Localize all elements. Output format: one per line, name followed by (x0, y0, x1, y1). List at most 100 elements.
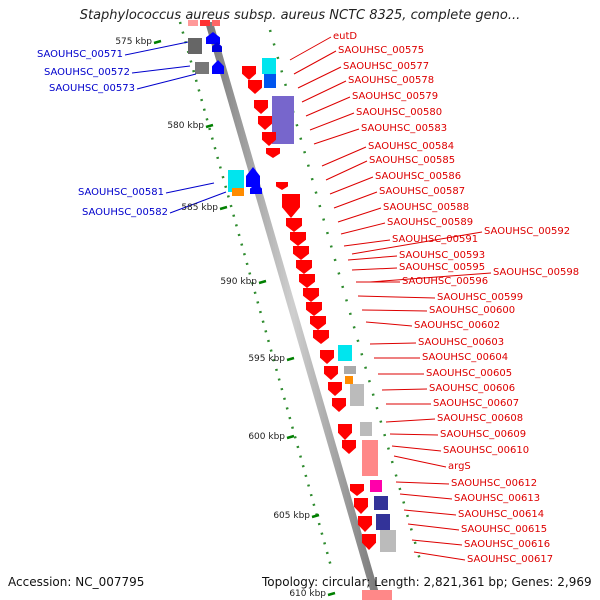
gene-label-right[interactable]: SAOUHSC_00586 (375, 171, 462, 182)
gene-label-right[interactable]: SAOUHSC_00610 (443, 445, 530, 456)
gene-feature[interactable] (345, 376, 353, 384)
gene-arrow[interactable] (276, 182, 288, 190)
gene-arrow[interactable] (286, 218, 302, 232)
gene-arrow[interactable] (266, 148, 280, 158)
gene-label-right[interactable]: SAOUHSC_00593 (399, 250, 486, 261)
gene-arrow[interactable] (332, 398, 346, 412)
gene-feature[interactable] (188, 38, 202, 54)
gene-arrow[interactable] (246, 167, 260, 187)
gene-label-right[interactable]: SAOUHSC_00598 (493, 267, 580, 278)
gene-feature[interactable] (370, 480, 382, 492)
gene-label-right[interactable]: SAOUHSC_00605 (426, 368, 513, 379)
gene-label-right[interactable]: SAOUHSC_00591 (392, 234, 479, 245)
gene-arrow[interactable] (242, 66, 256, 80)
gene-label-right[interactable]: SAOUHSC_00604 (422, 352, 509, 363)
summary-text: Topology: circular; Length: 2,821,361 bp… (262, 575, 592, 589)
gene-label-right[interactable]: SAOUHSC_00596 (402, 276, 489, 287)
gene-label-right[interactable]: SAOUHSC_00608 (437, 413, 524, 424)
gene-arrow[interactable] (342, 440, 356, 454)
gene-arrow[interactable] (212, 60, 224, 74)
gene-label-right[interactable]: argS (448, 461, 471, 472)
gene-label-left[interactable]: SAOUHSC_00573 (48, 83, 135, 94)
gene-label-right[interactable]: SAOUHSC_00588 (383, 202, 470, 213)
gene-label-right[interactable]: SAOUHSC_00615 (461, 524, 548, 535)
gene-arrow[interactable] (258, 116, 272, 130)
gene-feature[interactable] (262, 58, 276, 74)
gene-feature[interactable] (362, 440, 378, 476)
gene-arrow[interactable] (328, 382, 342, 396)
gene-arrow[interactable] (324, 366, 338, 380)
gene-arrow[interactable] (299, 274, 315, 288)
gene-label-left[interactable]: SAOUHSC_00571 (36, 49, 123, 60)
gene-label-left[interactable]: SAOUHSC_00581 (77, 187, 164, 198)
gene-arrow[interactable] (262, 132, 276, 146)
leader-line (389, 433, 439, 436)
leader-line (357, 295, 436, 299)
gene-feature[interactable] (360, 422, 372, 436)
gene-label-right[interactable]: SAOUHSC_00575 (338, 45, 425, 56)
gene-feature[interactable] (195, 62, 209, 74)
gene-arrow[interactable] (250, 184, 262, 194)
gene-label-right[interactable]: SAOUHSC_00585 (369, 155, 456, 166)
gene-label-left[interactable]: SAOUHSC_00572 (43, 67, 130, 78)
gene-label-right[interactable]: SAOUHSC_00614 (458, 509, 545, 520)
gene-label-right[interactable]: SAOUHSC_00592 (484, 226, 571, 237)
gene-arrow[interactable] (362, 534, 376, 550)
gene-arrow[interactable] (212, 42, 222, 52)
gene-arrow[interactable] (306, 302, 322, 316)
gene-label-right[interactable]: SAOUHSC_00587 (379, 186, 466, 197)
gene-label-left[interactable]: SAOUHSC_00582 (81, 207, 168, 218)
gene-label-right[interactable]: SAOUHSC_00577 (343, 61, 430, 72)
gene-label-right[interactable]: SAOUHSC_00607 (433, 398, 520, 409)
gene-label-right[interactable]: SAOUHSC_00595 (399, 262, 486, 273)
gene-label-right[interactable]: SAOUHSC_00603 (418, 337, 505, 348)
gene-label-right[interactable]: SAOUHSC_00600 (429, 305, 516, 316)
gene-label-right[interactable]: SAOUHSC_00579 (352, 91, 439, 102)
gene-arrow[interactable] (282, 194, 300, 218)
gene-feature[interactable] (338, 345, 352, 361)
gene-label-right[interactable]: SAOUHSC_00616 (464, 539, 551, 550)
gene-arrow[interactable] (290, 232, 306, 246)
gene-label-right[interactable]: eutD (333, 31, 358, 42)
leader-line (124, 41, 189, 56)
gene-label-right[interactable]: SAOUHSC_00612 (451, 478, 538, 489)
gene-feature[interactable] (232, 188, 244, 196)
gene-feature[interactable] (264, 74, 276, 88)
gene-label-right[interactable]: SAOUHSC_00617 (467, 554, 554, 565)
gene-label-right[interactable]: SAOUHSC_00606 (429, 383, 516, 394)
leader-line (165, 182, 215, 194)
gene-feature[interactable] (272, 96, 294, 144)
gene-arrow[interactable] (206, 32, 220, 44)
gene-feature[interactable] (350, 384, 364, 406)
gene-label-right[interactable]: SAOUHSC_00584 (368, 141, 455, 152)
gene-arrow[interactable] (296, 260, 312, 274)
gene-label-right[interactable]: SAOUHSC_00613 (454, 493, 541, 504)
gene-label-right[interactable]: SAOUHSC_00602 (414, 320, 501, 331)
gene-arrow[interactable] (254, 100, 268, 114)
gene-arrow[interactable] (320, 350, 334, 364)
gene-label-right[interactable]: SAOUHSC_00578 (348, 75, 435, 86)
gene-arrow[interactable] (354, 498, 368, 514)
gene-arrow[interactable] (350, 484, 364, 496)
gene-label-right[interactable]: SAOUHSC_00589 (387, 217, 474, 228)
gene-arrow[interactable] (338, 424, 352, 440)
gene-arrow[interactable] (293, 246, 309, 260)
scale-tick (286, 434, 295, 440)
gene-feature[interactable] (344, 366, 356, 374)
gene-arrow[interactable] (310, 316, 326, 330)
gene-feature[interactable] (374, 496, 388, 510)
gene-feature[interactable] (380, 530, 396, 552)
gene-arrow[interactable] (358, 516, 372, 532)
gene-label-right[interactable]: SAOUHSC_00580 (356, 107, 443, 118)
gene-label-right[interactable]: SAOUHSC_00609 (440, 429, 527, 440)
gene-arrow[interactable] (248, 80, 262, 94)
gene-label-right[interactable]: SAOUHSC_00599 (437, 292, 524, 303)
gene-arrow[interactable] (313, 330, 329, 344)
gene-arrow[interactable] (303, 288, 319, 302)
scale-tick (153, 39, 162, 45)
gene-feature[interactable] (376, 514, 390, 530)
leader-line (361, 309, 428, 312)
gene-feature[interactable] (228, 170, 244, 192)
gene-label-right[interactable]: SAOUHSC_00583 (361, 123, 448, 134)
